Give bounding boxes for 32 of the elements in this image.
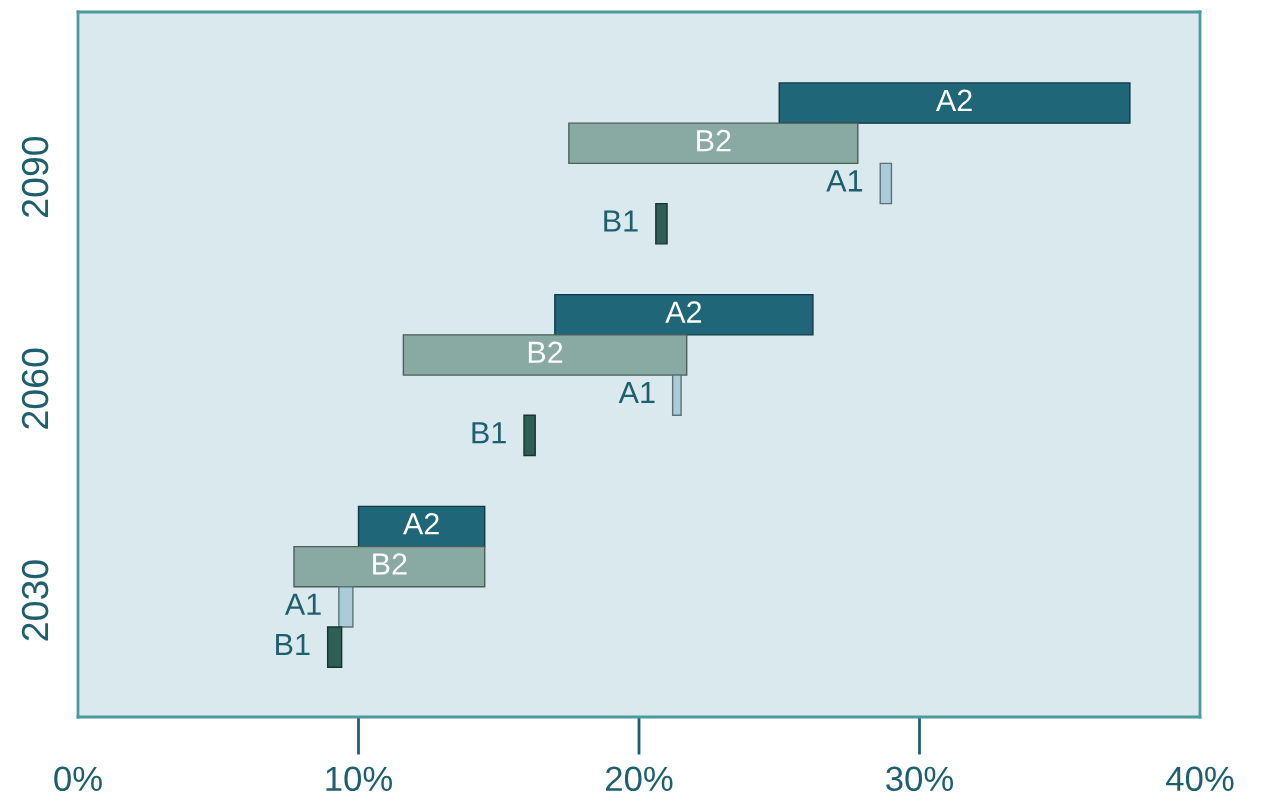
series-label: A1 — [284, 593, 321, 615]
bar — [879, 162, 893, 205]
bar — [338, 586, 354, 628]
x-tick-label: 0% — [54, 766, 102, 792]
text: B2 — [697, 129, 731, 152]
bar — [402, 334, 688, 376]
x-tick-label: 40% — [1166, 766, 1234, 792]
bar — [568, 122, 859, 165]
text: A1 — [618, 382, 655, 404]
y-tick-label: 2030 — [21, 560, 49, 641]
x-tick-label: 10% — [326, 766, 393, 792]
bar — [778, 82, 1131, 124]
bar — [671, 374, 682, 417]
x-tick-label: 30% — [886, 766, 954, 792]
bar — [523, 414, 536, 457]
text: A1 — [826, 170, 863, 192]
y-tick-label: 2060 — [21, 348, 49, 429]
series-label: A2 — [402, 513, 439, 535]
bar — [357, 505, 486, 548]
text: B2 — [528, 341, 563, 363]
bar — [326, 626, 343, 668]
x-tick-label: 20% — [606, 766, 673, 792]
bar — [554, 293, 814, 336]
bar — [293, 545, 486, 588]
series-label: B2 — [373, 553, 407, 575]
text: A2 — [935, 89, 972, 111]
y-tick-label: 2090 — [21, 136, 49, 217]
series-label: B1 — [276, 634, 310, 656]
text: B1 — [472, 422, 506, 444]
bar — [655, 202, 668, 245]
text: A2 — [665, 301, 702, 323]
text: B1 — [604, 210, 638, 232]
